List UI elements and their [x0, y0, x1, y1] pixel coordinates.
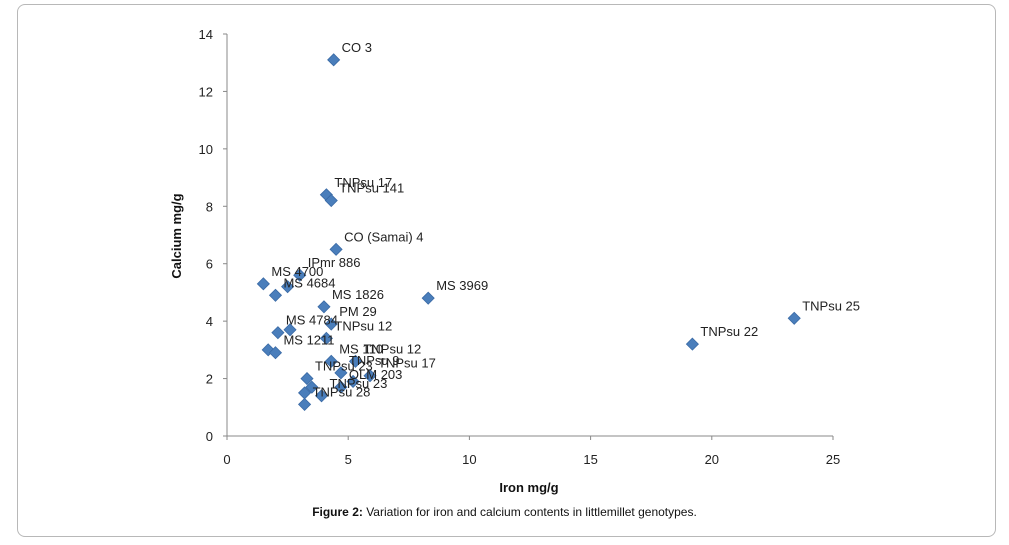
figure-caption: Figure 2: Variation for iron and calcium…	[0, 505, 1009, 519]
data-point	[334, 366, 348, 380]
data-point	[329, 242, 343, 256]
point-label: MS 4700	[271, 264, 323, 279]
x-tick-label: 10	[462, 452, 476, 467]
point-label: MS 1826	[332, 287, 384, 302]
point-label: TNPsu 22	[700, 324, 758, 339]
y-tick-label: 0	[206, 429, 213, 444]
data-point	[324, 193, 338, 208]
x-tick-label: 20	[705, 452, 719, 467]
data-point	[348, 354, 363, 368]
y-tick-label: 14	[199, 27, 213, 42]
point-label: TNPsu 9	[349, 353, 400, 368]
point-label: TNPsu 23	[330, 376, 388, 391]
point-label: TNPsu 23	[315, 359, 373, 374]
data-point	[305, 380, 319, 394]
caption-text: Variation for iron and calcium contents …	[362, 505, 697, 519]
point-label: CO 3	[342, 40, 372, 55]
point-label: MS 3969	[436, 278, 488, 293]
data-point	[346, 374, 360, 389]
caption-prefix: Figure 2:	[312, 505, 363, 519]
chart-axes	[226, 34, 833, 437]
y-tick-label: 4	[206, 314, 213, 329]
data-point	[268, 346, 283, 360]
data-point	[293, 268, 307, 282]
point-label: IPmr 886	[308, 255, 361, 270]
point-label: TNPsu 17	[378, 356, 436, 371]
x-axis-label: Iron mg/g	[499, 480, 558, 495]
point-label: TNPsu 141	[339, 181, 404, 196]
point-label: TNPsu 12	[363, 341, 421, 356]
data-point	[334, 380, 348, 394]
y-axis-label: Calcium mg/g	[169, 193, 184, 278]
point-label: PM 29	[339, 304, 377, 319]
y-tick-label: 8	[206, 199, 213, 214]
point-label: CO (Samai) 4	[344, 229, 423, 244]
x-tick-labels: 0 5 10 15 20 25	[223, 436, 840, 467]
y-tick-labels: 0 2 4 6 8 10 12 14	[199, 27, 227, 444]
x-tick-label: 25	[826, 452, 840, 467]
data-point	[421, 291, 435, 305]
point-label: MS 1211	[283, 333, 334, 348]
data-points	[256, 53, 801, 411]
data-point	[324, 317, 338, 331]
data-point	[327, 53, 341, 67]
data-point	[319, 331, 333, 345]
y-tick-label: 6	[206, 257, 213, 272]
data-point	[283, 323, 297, 337]
y-tick-label: 10	[199, 142, 213, 157]
figure-frame	[17, 4, 996, 537]
point-label: MS 110	[339, 341, 383, 356]
point-label: TNPsu 25	[802, 298, 860, 313]
data-point	[317, 300, 331, 314]
y-tick-label: 12	[199, 84, 213, 99]
point-label: MS 4784	[286, 313, 338, 328]
x-tick-label: 0	[223, 452, 230, 467]
data-point	[300, 372, 314, 386]
data-point	[268, 288, 283, 302]
data-point	[685, 337, 699, 351]
point-label: OLM 203	[349, 367, 402, 382]
point-label: TNPsu 17	[334, 175, 392, 190]
data-point	[787, 311, 801, 325]
point-label: TNPsu 12	[334, 318, 392, 333]
x-tick-label: 15	[583, 452, 597, 467]
x-tick-label: 5	[345, 452, 352, 467]
y-tick-label: 2	[206, 372, 213, 387]
point-label: TNPsu 28	[313, 384, 371, 399]
data-point	[314, 389, 329, 403]
point-label: MS 4684	[283, 275, 335, 290]
data-point	[298, 397, 312, 411]
data-point	[281, 280, 295, 294]
data-point	[363, 369, 377, 383]
data-point	[271, 326, 285, 340]
data-point	[256, 277, 270, 291]
data-point	[324, 354, 338, 368]
